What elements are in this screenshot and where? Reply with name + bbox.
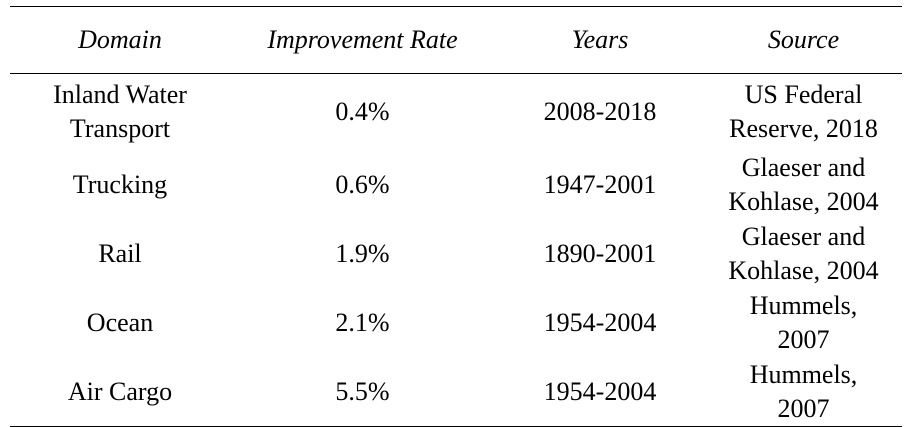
table-header: Domain Improvement Rate Years Source <box>10 6 902 74</box>
table-body: Inland Water Transport 0.4% 2008-2018 US… <box>10 74 902 427</box>
header-improvement-rate: Improvement Rate <box>267 25 458 54</box>
cell-source-text: Glaeser and Kohlase, 2004 <box>728 221 879 285</box>
cell-years: 2008-2018 <box>495 74 705 151</box>
cell-years-text: 1890-2001 <box>543 238 657 268</box>
cell-rate: 0.4% <box>230 74 495 151</box>
cell-source-text: Glaeser and Kohlase, 2004 <box>728 152 879 216</box>
cell-rate-text: 0.6% <box>335 169 390 199</box>
cell-rate: 5.5% <box>230 357 495 427</box>
improvement-rate-table: Domain Improvement Rate Years Source Inl… <box>10 6 902 427</box>
cell-domain-text: Air Cargo <box>67 376 173 406</box>
cell-domain: Air Cargo <box>10 357 230 427</box>
cell-rate: 2.1% <box>230 288 495 357</box>
cell-rate-text: 0.4% <box>335 97 390 126</box>
cell-rate: 1.9% <box>230 219 495 288</box>
cell-years: 1890-2001 <box>495 219 705 288</box>
header-years: Years <box>571 25 629 54</box>
cell-source-text: Hummels, 2007 <box>749 359 858 423</box>
cell-source: Glaeser and Kohlase, 2004 <box>705 219 902 288</box>
cell-years: 1947-2001 <box>495 150 705 219</box>
cell-rate-text: 1.9% <box>335 238 390 268</box>
cell-years-text: 1947-2001 <box>543 169 657 199</box>
cell-domain: Ocean <box>10 288 230 357</box>
cell-years-text: 1954-2004 <box>543 307 657 337</box>
cell-years: 1954-2004 <box>495 357 705 427</box>
table-row: Air Cargo 5.5% 1954-2004 Hummels, 2007 <box>10 357 902 427</box>
cell-source-text: Hummels, 2007 <box>749 290 858 354</box>
table-row: Inland Water Transport 0.4% 2008-2018 US… <box>10 74 902 151</box>
cell-source: US Federal Reserve, 2018 <box>705 74 902 151</box>
cell-rate-text: 2.1% <box>335 307 390 337</box>
cell-domain-text: Rail <box>98 238 142 268</box>
cell-source: Hummels, 2007 <box>705 288 902 357</box>
cell-domain: Rail <box>10 219 230 288</box>
cell-domain: Inland Water Transport <box>10 74 230 151</box>
table-row: Trucking 0.6% 1947-2001 Glaeser and Kohl… <box>10 150 902 219</box>
table-row: Ocean 2.1% 1954-2004 Hummels, 2007 <box>10 288 902 357</box>
cell-years-text: 2008-2018 <box>543 97 657 126</box>
cell-domain: Trucking <box>10 150 230 219</box>
cell-source-text: US Federal Reserve, 2018 <box>729 80 878 143</box>
cell-domain-text: Trucking <box>72 169 168 199</box>
header-row: Domain Improvement Rate Years Source <box>10 6 902 74</box>
table-row: Rail 1.9% 1890-2001 Glaeser and Kohlase,… <box>10 219 902 288</box>
cell-years: 1954-2004 <box>495 288 705 357</box>
cell-source: Glaeser and Kohlase, 2004 <box>705 150 902 219</box>
data-table-container: Domain Improvement Rate Years Source Inl… <box>10 6 902 427</box>
cell-domain-text: Inland Water Transport <box>53 80 187 143</box>
header-domain: Domain <box>78 25 162 54</box>
cell-rate: 0.6% <box>230 150 495 219</box>
cell-years-text: 1954-2004 <box>543 376 657 406</box>
header-source: Source <box>767 25 840 54</box>
cell-domain-text: Ocean <box>86 307 154 337</box>
cell-source: Hummels, 2007 <box>705 357 902 427</box>
cell-rate-text: 5.5% <box>335 376 390 406</box>
